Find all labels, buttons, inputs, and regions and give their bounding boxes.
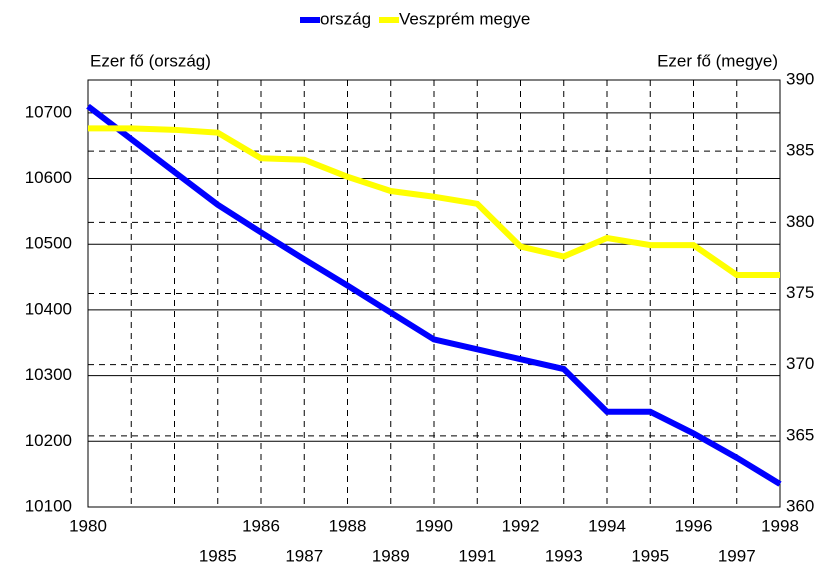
y2-tick-label: 375 [786,283,814,302]
y-tick-label: 10200 [25,431,72,450]
x-tick-label: 1988 [329,516,367,535]
legend-label: Veszprém megye [399,9,530,28]
y-tick-label: 10100 [25,496,72,515]
y2-tick-label: 360 [786,496,814,515]
y2-tick-label: 385 [786,141,814,160]
plot-border [87,79,781,508]
y2-axis-label: Ezer fő (megye) [657,51,778,70]
y2-tick-label: 365 [786,425,814,444]
x-tick-label: 1992 [502,516,540,535]
x-tick-label: 1997 [718,546,756,565]
y2-tick-label: 380 [786,212,814,231]
y-tick-label: 10300 [25,365,72,384]
y-tick-label: 10400 [25,299,72,318]
line-series [86,103,782,487]
x-tick-label: 1991 [458,546,496,565]
y-tick-label: 10600 [25,168,72,187]
x-tick-label: 1995 [631,546,669,565]
y-axis-label: Ezer fő (ország) [90,51,211,70]
x-tick-label: 1989 [372,546,410,565]
x-tick-label: 1987 [285,546,323,565]
y-tick-label: 10500 [25,234,72,253]
x-tick-label: 1993 [545,546,583,565]
line-series [88,125,780,278]
x-tick-label: 1998 [761,516,799,535]
x-tick-label: 1996 [675,516,713,535]
y-tick-label: 10700 [25,102,72,121]
y2-tick-label: 370 [786,354,814,373]
legend-label: ország [320,9,371,28]
y2-tick-label: 390 [786,69,814,88]
x-tick-label: 1980 [69,516,107,535]
x-tick-label: 1994 [588,516,626,535]
x-tick-label: 1990 [415,516,453,535]
x-tick-label: 1986 [242,516,280,535]
x-tick-label: 1985 [199,546,237,565]
